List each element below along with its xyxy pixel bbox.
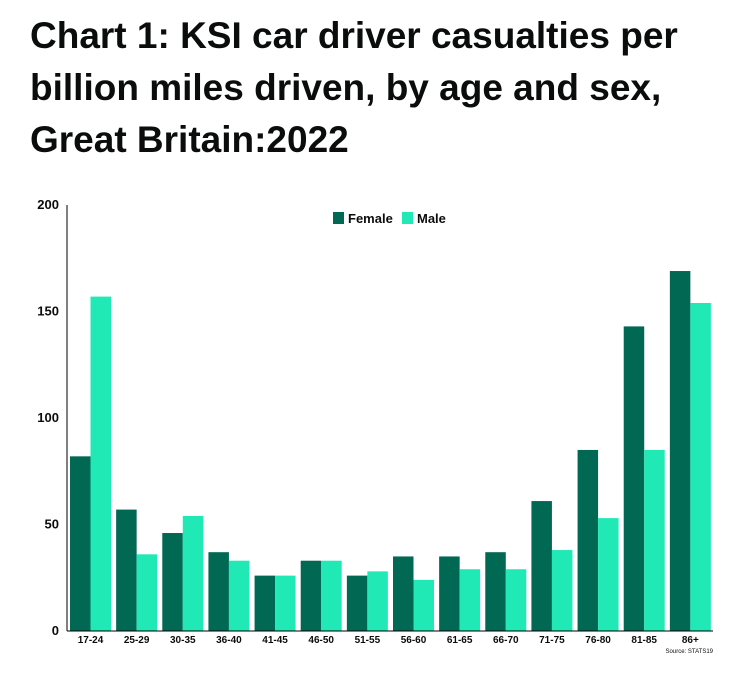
x-tick-label: 46-50 [308, 635, 334, 646]
bar-female-25-29 [116, 509, 137, 631]
bar-male-36-40 [228, 560, 250, 631]
bar-female-66-70 [485, 552, 506, 631]
y-tick-label: 200 [37, 197, 59, 212]
x-tick-label: 66-70 [493, 635, 519, 646]
chart-title-line-3: Great Britain:2022 [30, 119, 349, 160]
bar-male-30-35 [182, 515, 204, 631]
bar-male-46-50 [321, 560, 342, 631]
bar-female-30-35 [162, 533, 183, 631]
x-tick-label: 86+ [682, 635, 699, 646]
legend: Female Male [333, 211, 446, 226]
x-tick-label: 30-35 [170, 635, 196, 646]
y-tick-label: 0 [52, 623, 59, 638]
chart-title: Chart 1: KSI car driver casualties per b… [30, 10, 730, 166]
y-axis: 0 50 100 150 200 [37, 197, 68, 638]
bar-male-66-70 [505, 569, 527, 631]
bar-female-61-65 [439, 556, 460, 631]
source-note: Source: STATS19 [666, 649, 714, 655]
x-axis: 17-24 25-29 30-35 36-40 41-45 46-50 51-55 56-60… [67, 630, 713, 646]
bar-female-81-85 [623, 326, 645, 631]
bar-female-56-60 [393, 556, 414, 631]
bar-male-51-55 [367, 571, 388, 631]
x-tick-label: 71-75 [539, 635, 565, 646]
x-tick-label: 25-29 [124, 635, 150, 646]
bar-female-46-50 [300, 560, 322, 631]
bar-male-17-24 [90, 296, 111, 631]
bar-male-25-29 [136, 554, 158, 631]
bar-female-86+ [669, 271, 691, 631]
bar-female-36-40 [208, 552, 229, 631]
x-tick-label: 56-60 [401, 635, 427, 646]
legend-swatch-female [333, 212, 344, 224]
y-tick-label: 50 [45, 517, 59, 532]
legend-label-female: Female [348, 211, 393, 226]
bar-female-51-55 [346, 575, 368, 631]
y-tick-label: 100 [37, 410, 59, 425]
bar-male-56-60 [413, 579, 434, 631]
bar-male-81-85 [644, 449, 665, 631]
bars [70, 271, 711, 631]
bar-female-17-24 [70, 456, 91, 631]
chart-title-line-2: billion miles driven, by age and sex, [30, 67, 662, 108]
bar-female-76-80 [577, 449, 599, 631]
legend-swatch-male [402, 212, 413, 224]
x-tick-label: 41-45 [262, 635, 288, 646]
bar-male-71-75 [551, 550, 573, 631]
y-tick-label: 150 [37, 304, 59, 319]
bar-female-41-45 [254, 575, 276, 631]
bar-male-41-45 [275, 575, 296, 631]
x-tick-label: 36-40 [216, 635, 242, 646]
bar-female-71-75 [531, 501, 552, 631]
bar-male-61-65 [459, 569, 481, 631]
chart-title-line-1: Chart 1: KSI car driver casualties per [30, 15, 678, 56]
x-tick-label: 81-85 [631, 635, 657, 646]
x-tick-label: 61-65 [447, 635, 473, 646]
x-tick-label: 76-80 [585, 635, 611, 646]
x-tick-label: 17-24 [78, 635, 104, 646]
legend-label-male: Male [417, 211, 446, 226]
bar-male-86+ [690, 302, 711, 631]
bar-male-76-80 [598, 518, 619, 631]
x-tick-label: 51-55 [355, 635, 381, 646]
